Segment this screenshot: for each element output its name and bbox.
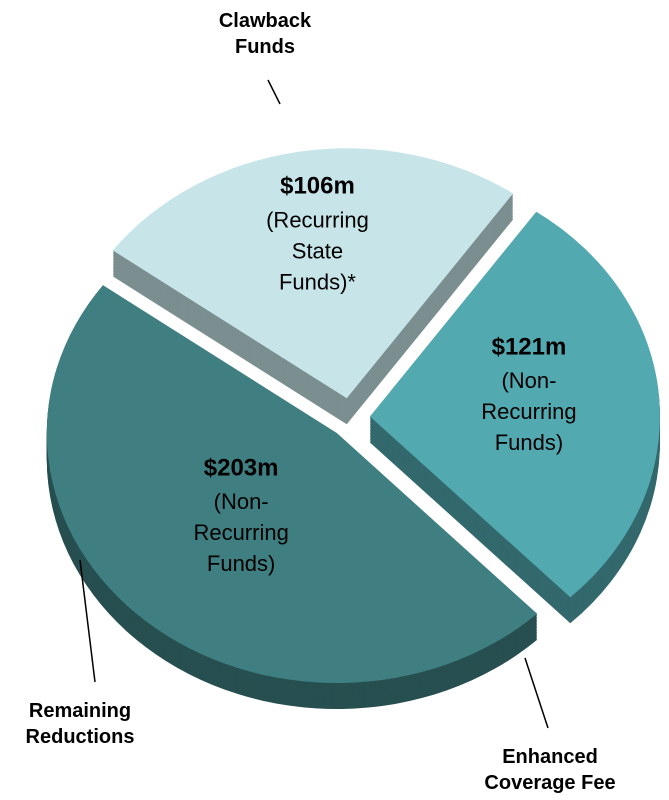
- slice-note: (Recurring State Funds)*: [266, 207, 369, 294]
- leader-line: [79, 559, 96, 683]
- category-label: Enhanced Coverage Fee: [484, 746, 615, 794]
- slice-note: (Non-Recurring Funds): [193, 489, 288, 576]
- slice: [369, 211, 660, 598]
- value-label: $106m: [280, 173, 355, 200]
- leader-line: [524, 657, 549, 729]
- leader-line: [267, 79, 281, 105]
- slice: [46, 285, 538, 684]
- slice: [112, 148, 514, 399]
- value-label: $121m: [492, 333, 567, 360]
- category-label: Clawback Funds: [219, 10, 312, 58]
- category-label: Remaining Reductions: [26, 700, 135, 748]
- value-label: $203m: [204, 454, 279, 481]
- slice-note: (Non-Recurring Funds): [481, 368, 576, 455]
